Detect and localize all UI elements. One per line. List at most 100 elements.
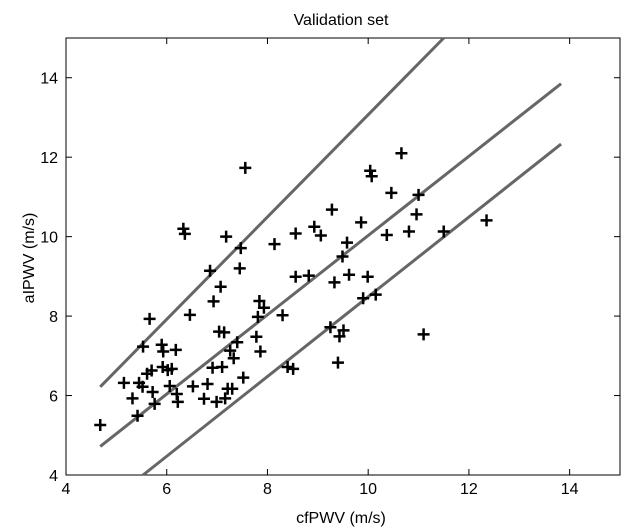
- x-tick-label: 8: [263, 481, 272, 498]
- data-point-66: [336, 250, 349, 263]
- data-point-50: [254, 345, 267, 358]
- data-point-47: [250, 330, 263, 343]
- data-point-15: [157, 345, 170, 358]
- data-point-9: [143, 312, 156, 325]
- y-tick-label: 6: [49, 389, 58, 406]
- x-tick-label: 4: [62, 481, 71, 498]
- data-point-2: [117, 376, 130, 389]
- data-point-24: [183, 308, 196, 321]
- x-axis-title: cfPWV (m/s): [296, 510, 386, 527]
- data-point-35: [218, 326, 231, 339]
- data-point-82: [417, 328, 430, 341]
- data-point-84: [480, 214, 493, 227]
- x-tick-label: 12: [460, 481, 478, 498]
- data-point-69: [343, 268, 356, 281]
- data-point-45: [237, 371, 250, 384]
- x-tick-labels: 4 6 8 10 12 14: [62, 481, 579, 498]
- data-point-76: [380, 229, 393, 242]
- reference-line-1: [99, 36, 445, 388]
- x-tick-label: 14: [561, 481, 579, 498]
- data-point-41: [227, 352, 240, 365]
- data-point-80: [410, 208, 423, 221]
- data-point-11: [146, 385, 159, 398]
- data-point-12: [148, 397, 161, 410]
- data-point-58: [302, 269, 315, 282]
- reference-lines: [99, 36, 563, 477]
- data-point-49: [253, 294, 266, 307]
- data-point-23: [178, 227, 191, 240]
- data-point-70: [355, 216, 368, 229]
- data-point-60: [314, 229, 327, 242]
- data-point-21: [171, 395, 184, 408]
- data-point-3: [126, 392, 139, 405]
- data-point-83: [437, 225, 450, 238]
- y-axis-title: aIPWV (m/s): [21, 213, 38, 304]
- reference-line-2: [99, 82, 563, 448]
- data-point-62: [325, 203, 338, 216]
- data-point-79: [402, 225, 415, 238]
- y-tick-label: 14: [40, 71, 58, 88]
- data-point-40: [226, 382, 239, 395]
- data-point-52: [268, 238, 281, 251]
- y-tick-label: 4: [49, 468, 58, 485]
- data-point-36: [219, 392, 232, 405]
- data-point-4: [131, 409, 144, 422]
- data-point-26: [197, 392, 210, 405]
- data-point-17: [163, 380, 176, 393]
- data-point-63: [328, 276, 341, 289]
- data-point-34: [216, 360, 229, 373]
- data-point-25: [186, 380, 199, 393]
- y-tick-labels: 4 6 8 10 12 14: [40, 71, 58, 485]
- data-point-54: [281, 360, 294, 373]
- x-tick-label: 6: [162, 481, 171, 498]
- data-point-19: [169, 343, 182, 356]
- data-point-57: [289, 270, 302, 283]
- data-point-13: [155, 338, 168, 351]
- data-point-42: [231, 336, 244, 349]
- data-point-44: [234, 242, 247, 255]
- data-points: [94, 147, 493, 431]
- data-point-1: [94, 418, 107, 431]
- data-point-43: [233, 262, 246, 275]
- y-tick-label: 10: [40, 230, 58, 247]
- data-point-77: [385, 186, 398, 199]
- data-point-75: [369, 288, 382, 301]
- y-tick-label: 12: [40, 150, 58, 167]
- data-point-74: [365, 170, 378, 183]
- data-point-56: [289, 227, 302, 240]
- data-point-53: [276, 309, 289, 322]
- data-point-10: [145, 364, 158, 377]
- data-point-67: [337, 324, 350, 337]
- data-point-51: [257, 301, 270, 314]
- data-point-27: [201, 378, 214, 391]
- data-point-48: [251, 310, 264, 323]
- data-point-30: [207, 295, 220, 308]
- data-point-73: [364, 164, 377, 177]
- chart-title: Validation set: [294, 12, 389, 29]
- y-tick-label: 8: [49, 309, 58, 326]
- axis-ticks: [65, 38, 620, 476]
- data-point-37: [220, 230, 233, 243]
- data-point-59: [308, 220, 321, 233]
- data-point-64: [331, 356, 344, 369]
- plot-area-frame: [65, 37, 621, 476]
- data-point-7: [137, 340, 150, 353]
- data-point-55: [287, 362, 300, 375]
- data-point-61: [324, 321, 337, 334]
- data-point-78: [395, 147, 408, 160]
- data-point-28: [204, 264, 217, 277]
- data-point-71: [357, 292, 370, 305]
- x-tick-label: 10: [359, 481, 377, 498]
- data-point-33: [214, 280, 227, 293]
- data-point-6: [136, 380, 149, 393]
- data-point-31: [210, 395, 223, 408]
- data-point-72: [361, 270, 374, 283]
- data-point-68: [341, 236, 354, 249]
- data-point-39: [224, 344, 237, 357]
- reference-line-3: [142, 142, 563, 477]
- data-point-46: [239, 161, 252, 174]
- data-point-81: [412, 188, 425, 201]
- data-point-18: [165, 362, 178, 375]
